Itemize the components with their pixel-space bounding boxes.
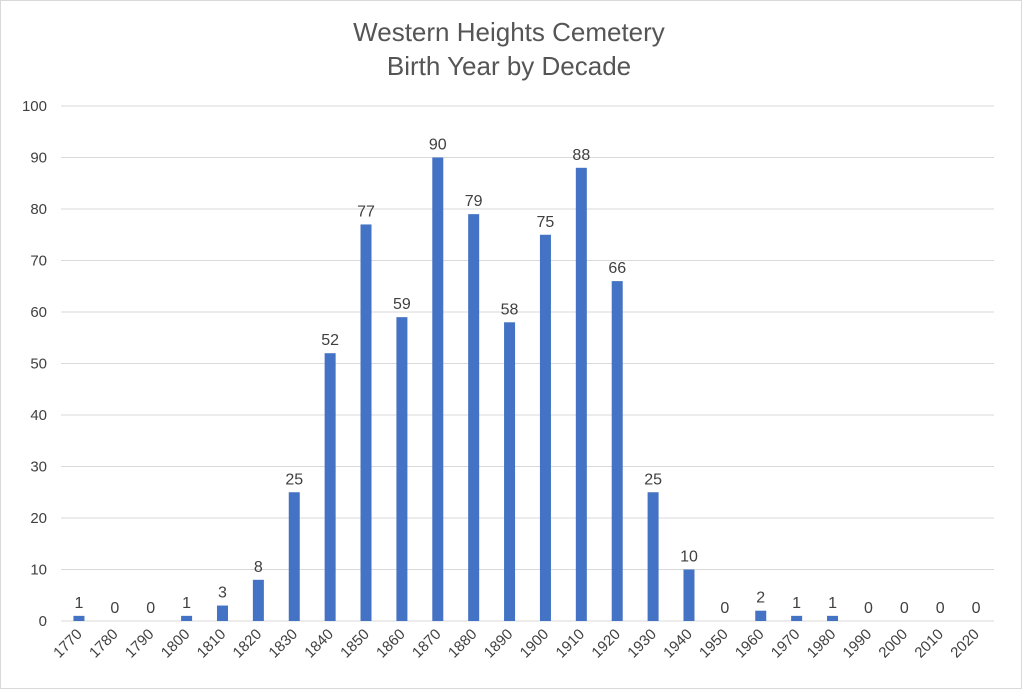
data-label-1980: 1	[828, 595, 837, 612]
data-label-1840: 52	[321, 332, 339, 349]
data-label-1790: 0	[146, 600, 155, 617]
y-tick-label: 60	[30, 304, 47, 321]
bar-1770	[73, 615, 85, 621]
data-label-1870: 90	[429, 137, 447, 154]
data-label-1930: 25	[644, 471, 662, 488]
x-tick-label-1860: 1860	[373, 626, 409, 662]
bar-1890	[504, 322, 516, 621]
bar-1970	[791, 615, 803, 621]
bar-1830	[288, 492, 300, 621]
x-tick-label-1960: 1960	[732, 626, 768, 662]
x-tick-label-2000: 2000	[875, 626, 911, 662]
data-label-1820: 8	[254, 559, 263, 576]
y-tick-label: 0	[39, 613, 47, 630]
data-label-1850: 77	[357, 203, 375, 220]
data-label-1970: 1	[792, 595, 801, 612]
bar-1980	[827, 615, 839, 621]
bar-1810	[216, 605, 228, 621]
x-tick-label-2010: 2010	[911, 626, 947, 662]
data-label-1950: 0	[720, 600, 729, 617]
data-label-2020: 0	[972, 600, 981, 617]
data-label-1860: 59	[393, 296, 411, 313]
x-tick-label-1840: 1840	[301, 626, 337, 662]
data-label-1920: 66	[608, 260, 626, 277]
x-tick-label-1780: 1780	[86, 626, 122, 662]
x-tick-label-1890: 1890	[481, 626, 517, 662]
chart-title: Western Heights Cemetery	[353, 17, 665, 47]
y-tick-label: 50	[30, 356, 47, 373]
y-tick-label: 30	[30, 459, 47, 476]
x-tick-label-1970: 1970	[768, 626, 804, 662]
y-tick-label: 40	[30, 407, 47, 424]
x-tick-label-1790: 1790	[122, 626, 158, 662]
x-tick-label-1920: 1920	[588, 626, 624, 662]
x-tick-label-1820: 1820	[230, 626, 266, 662]
x-axis-ticks: 1770 1780 1790 1800 1810 1820 1830 1840 1850 1860…	[50, 626, 983, 662]
data-label-1880: 79	[465, 193, 483, 210]
x-tick-label-1910: 1910	[553, 626, 589, 662]
y-tick-label: 70	[30, 253, 47, 270]
x-tick-label-1770: 1770	[50, 626, 86, 662]
data-label-1890: 58	[501, 301, 519, 318]
bar-1860	[396, 317, 408, 621]
bar-1940	[683, 569, 695, 621]
x-tick-label-2020: 2020	[947, 626, 983, 662]
data-label-1940: 10	[680, 549, 698, 566]
x-tick-label-1930: 1930	[624, 626, 660, 662]
x-tick-label-1830: 1830	[265, 626, 301, 662]
x-tick-label-1880: 1880	[445, 626, 481, 662]
data-label-1770: 1	[74, 595, 83, 612]
x-tick-label-1950: 1950	[696, 626, 732, 662]
data-label-1960: 2	[756, 590, 765, 607]
data-label-1910: 88	[572, 147, 590, 164]
y-tick-label: 10	[30, 562, 47, 579]
gridlines	[61, 105, 994, 622]
bar-1960	[755, 610, 767, 621]
bar-1820	[252, 579, 264, 621]
chart-subtitle: Birth Year by Decade	[387, 51, 631, 81]
x-tick-label-1980: 1980	[804, 626, 840, 662]
bar-1930	[647, 492, 659, 621]
x-tick-label-1850: 1850	[337, 626, 373, 662]
x-tick-label-1940: 1940	[660, 626, 696, 662]
bar-1900	[539, 234, 551, 621]
y-tick-label: 90	[30, 150, 47, 167]
data-label-1900: 75	[537, 214, 555, 231]
bar-1800	[181, 615, 193, 621]
bar-1840	[324, 353, 336, 621]
y-tick-label: 100	[22, 98, 47, 115]
x-tick-label-1800: 1800	[158, 626, 194, 662]
data-label-1810: 3	[218, 585, 227, 602]
data-label-2000: 0	[900, 600, 909, 617]
x-tick-label-1900: 1900	[517, 626, 553, 662]
bar-1880	[468, 214, 480, 621]
data-label-2010: 0	[936, 600, 945, 617]
data-label-1780: 0	[110, 600, 119, 617]
y-tick-label: 80	[30, 201, 47, 218]
bar-1850	[360, 224, 372, 621]
y-axis-ticks: 0 10 20 30 40 50 60 70 80 90 100	[22, 98, 47, 630]
x-tick-label-1870: 1870	[409, 626, 445, 662]
x-tick-label-1990: 1990	[840, 626, 876, 662]
x-tick-label-1810: 1810	[194, 626, 230, 662]
bar-1920	[611, 281, 623, 621]
data-label-1830: 25	[285, 471, 303, 488]
bar-1870	[432, 157, 444, 621]
y-tick-label: 20	[30, 510, 47, 527]
data-label-1800: 1	[182, 595, 191, 612]
bars	[73, 157, 839, 622]
bar-1910	[575, 167, 587, 622]
data-label-1990: 0	[864, 600, 873, 617]
